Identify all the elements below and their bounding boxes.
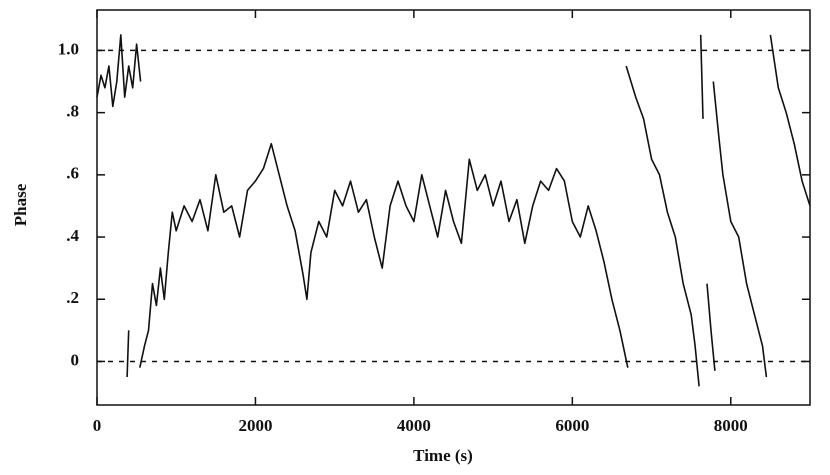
y-axis-label: Phase	[11, 183, 30, 226]
y-tick-label: .2	[66, 288, 79, 307]
y-tick-label: 1.0	[58, 39, 79, 58]
y-tick-label: .4	[66, 226, 79, 245]
x-tick-label: 8000	[714, 416, 748, 435]
y-tick-label: 0	[71, 350, 80, 369]
x-tick-label: 0	[93, 416, 102, 435]
x-axis-label: Time (s)	[413, 446, 473, 465]
y-tick-label: .8	[66, 102, 79, 121]
y-tick-label: .6	[66, 164, 79, 183]
x-tick-label: 6000	[555, 416, 589, 435]
phase-line	[96, 34, 811, 387]
x-tick-label: 2000	[238, 416, 272, 435]
plot-frame	[96, 9, 811, 406]
x-tick-label: 4000	[397, 416, 431, 435]
